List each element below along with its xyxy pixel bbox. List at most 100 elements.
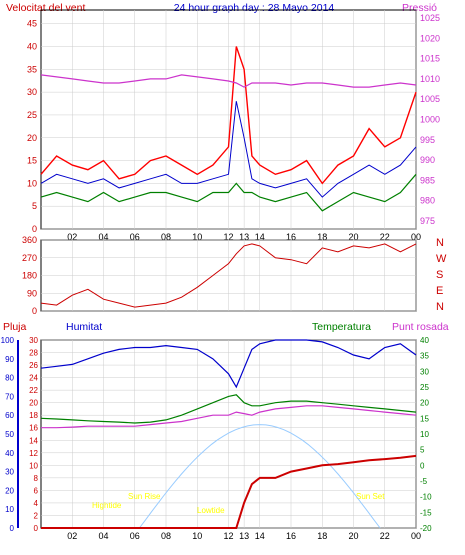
sun-curve: [139, 424, 381, 529]
rain-axis-tick: 4: [34, 499, 39, 508]
rain-axis-tick: 12: [29, 449, 38, 458]
x-tick-label: 16: [286, 232, 296, 242]
direction-axis-tick: 270: [22, 253, 37, 263]
temperature-axis-tick: 10: [420, 430, 429, 439]
legend-temperature: Temperatura: [312, 321, 371, 333]
header-right-label: Pressió: [402, 2, 437, 14]
rain-axis-tick: 18: [29, 411, 38, 420]
legend-dewpoint: Punt rosada: [392, 321, 449, 333]
compass-label: N: [436, 237, 444, 249]
compass-label: S: [436, 269, 443, 281]
rain-axis-tick: 22: [29, 386, 38, 395]
humidity-axis-tick: 100: [1, 336, 15, 345]
wind-axis-tick: 0: [32, 224, 37, 234]
x-tick-label: 22: [380, 232, 390, 242]
humidity-axis-tick: 50: [5, 430, 14, 439]
x-tick-label: 14: [255, 232, 265, 242]
header-left-label: Velocitat del vent: [6, 2, 85, 14]
annotation-sunset: Sun Set: [356, 492, 385, 501]
chart-marks: 02 04 06 08 10 12 13 14 16 18 20 22 0005101520253035…: [1, 10, 447, 541]
pressure-axis-tick: 1000: [420, 115, 440, 125]
x-tick-label: 00: [411, 531, 421, 541]
series-direction: [40, 243, 417, 308]
series-pressure: [40, 74, 417, 88]
rain-axis-tick: 8: [34, 474, 39, 483]
humidity-axis-tick: 60: [5, 411, 14, 420]
annotation-sunrise: Sun Rise: [128, 492, 161, 501]
direction-axis-tick: 180: [22, 271, 37, 281]
rain-axis-tick: 10: [29, 461, 38, 470]
compass-label: N: [436, 301, 444, 313]
wind-axis-tick: 25: [27, 110, 37, 120]
pressure-axis-tick: 990: [420, 155, 435, 165]
humidity-axis-tick: 20: [5, 486, 14, 495]
temperature-axis-tick: 5: [420, 446, 425, 455]
humidity-axis-tick: 70: [5, 392, 14, 401]
x-tick-label: 00: [411, 232, 421, 242]
humidity-axis-tick: 40: [5, 449, 14, 458]
direction-axis-tick: 0: [32, 306, 37, 316]
temperature-axis-tick: -15: [420, 508, 432, 517]
x-tick-label: 04: [98, 232, 108, 242]
temperature-axis-tick: -5: [420, 477, 428, 486]
humidity-axis-tick: 30: [5, 468, 14, 477]
wind-axis-tick: 40: [27, 42, 37, 52]
x-tick-label: 22: [380, 531, 390, 541]
compass-label: E: [436, 285, 443, 297]
series-wind-gust: [40, 46, 417, 185]
rain-axis-tick: 28: [29, 349, 38, 358]
humidity-axis-tick: 90: [5, 355, 14, 364]
temperature-axis-tick: 30: [420, 367, 429, 376]
x-tick-label: 20: [348, 232, 358, 242]
x-tick-label: 08: [161, 232, 171, 242]
pressure-axis-tick: 980: [420, 196, 435, 206]
series-dewpoint: [41, 405, 417, 429]
wind-axis-tick: 45: [27, 19, 37, 29]
wind-axis-tick: 10: [27, 178, 37, 188]
x-tick-label: 12: [223, 531, 233, 541]
temperature-axis-tick: 35: [420, 352, 429, 361]
pressure-axis-tick: 975: [420, 216, 435, 226]
x-tick-label: 18: [317, 531, 327, 541]
pressure-axis-tick: 1025: [420, 13, 440, 23]
x-tick-label: 18: [317, 232, 327, 242]
legend-humidity: Humitat: [66, 321, 102, 333]
temperature-axis-tick: 20: [420, 399, 429, 408]
rain-axis-tick: 24: [29, 374, 38, 383]
header-title: 24 hour graph day : 28 Mayo 2014: [174, 2, 335, 14]
wind-axis-tick: 20: [27, 133, 37, 143]
x-tick-label: 04: [98, 531, 108, 541]
direction-axis-tick: 360: [22, 235, 37, 245]
rain-axis-tick: 16: [29, 424, 38, 433]
temperature-axis-tick: -10: [420, 493, 432, 502]
humidity-axis-tick: 0: [10, 524, 15, 533]
wind-axis-tick: 15: [27, 156, 37, 166]
x-tick-label: 10: [192, 531, 202, 541]
annotation-hightide: Hightide: [92, 501, 122, 510]
temperature-axis-tick: 0: [420, 461, 425, 470]
rain-axis-tick: 26: [29, 361, 38, 370]
series-rain: [41, 454, 417, 529]
x-tick-label: 02: [67, 531, 77, 541]
x-tick-label: 08: [161, 531, 171, 541]
x-tick-label: 14: [255, 531, 265, 541]
rain-axis-tick: 0: [34, 524, 39, 533]
temperature-axis-tick: -20: [420, 524, 432, 533]
x-tick-label: 13: [239, 232, 249, 242]
x-tick-label: 20: [348, 531, 358, 541]
x-tick-label: 06: [130, 531, 140, 541]
x-tick-label: 06: [130, 232, 140, 242]
annotation-lowtide: Lowtide: [197, 506, 225, 515]
wind-axis-tick: 35: [27, 64, 37, 74]
rain-axis-tick: 2: [34, 511, 39, 520]
rain-axis-tick: 14: [29, 436, 38, 445]
x-tick-label: 13: [239, 531, 249, 541]
series-wind-low: [40, 173, 417, 212]
x-tick-label: 02: [67, 232, 77, 242]
pressure-axis-tick: 995: [420, 135, 435, 145]
series-humidity: [40, 339, 417, 389]
direction-axis-tick: 90: [27, 288, 37, 298]
legend-rain: Pluja: [3, 321, 27, 333]
compass-label: W: [436, 253, 447, 265]
humidity-axis-tick: 10: [5, 505, 14, 514]
